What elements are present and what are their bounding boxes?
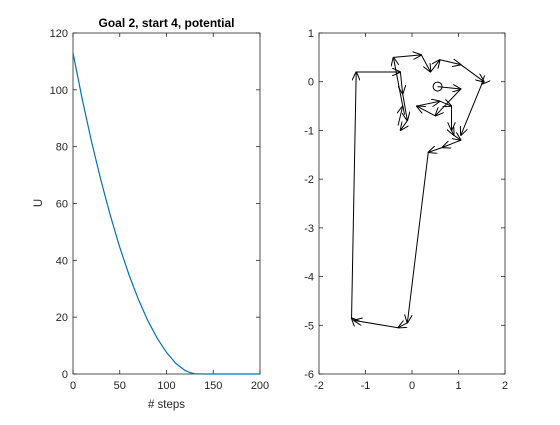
chart-right-xtick-label: 0 — [409, 380, 415, 392]
chart-right-trajectory-arrow — [437, 87, 461, 89]
chart-right-trajectory-arrow — [351, 72, 357, 318]
chart-right-trajectory-arrow — [428, 147, 443, 152]
chart-left-ytick-label: 40 — [56, 255, 68, 267]
chart-right-xtick-label: 2 — [502, 380, 508, 392]
chart-left-xtick-label: 100 — [157, 380, 175, 392]
chart-right-trajectory-arrow — [352, 318, 354, 320]
chart-right-ytick-label: -4 — [304, 272, 314, 284]
chart-right-trajectory-arrow — [393, 55, 421, 57]
chart-right-start-marker — [432, 81, 443, 92]
chart-left-ytick-label: 60 — [56, 199, 68, 211]
chart-right-trajectory-arrow — [460, 64, 484, 82]
chart-left-axes-box — [72, 32, 261, 375]
chart-right-trajectory-arrow — [454, 135, 461, 140]
chart-left-ytick-label: 20 — [56, 312, 68, 324]
chart-left-title: Goal 2, start 4, potential — [98, 16, 234, 30]
chart-right-trajectory-arrow — [400, 120, 407, 131]
chart-right-axes-box — [318, 32, 506, 375]
chart-right-trajectory-arrow — [439, 60, 461, 65]
chart-left-ytick-label: 100 — [50, 85, 68, 97]
chart-left-series-line — [72, 52, 260, 375]
chart-left-xtick-label: 50 — [114, 380, 126, 392]
chart-left-plot-area: 0 50 100 150 200 0 20 40 60 80 100 120 — [50, 28, 270, 392]
chart-right-trajectory-arrow — [407, 152, 429, 323]
chart-left-xtick-label: 150 — [204, 380, 222, 392]
chart-right-trajectory-arrow — [416, 101, 440, 106]
chart-right-ytick-label: -3 — [304, 223, 314, 235]
chart-left-xlabel: # steps — [148, 399, 185, 411]
chart-right-xtick-label: -1 — [361, 380, 371, 392]
chart-right-trajectory-arrow — [430, 60, 440, 73]
chart-left-ylabel: U — [33, 199, 45, 207]
chart-right-ytick-label: -2 — [304, 174, 314, 186]
chart-right-trajectory-arrow — [442, 139, 462, 147]
chart-right-trajectory-arrow — [354, 320, 399, 329]
chart-right-trajectory-arrow — [417, 106, 436, 117]
chart-right-trajectory-arrow — [420, 54, 430, 72]
chart-right-trajectory-arrow — [393, 57, 404, 107]
chart-right-trajectory-arrow — [461, 83, 483, 135]
chart-right-ytick-label: 1 — [308, 28, 314, 40]
chart-left-ytick-label: 120 — [50, 28, 68, 40]
chart-right-ytick-label: 0 — [308, 77, 314, 89]
chart-right-xtick-label: 1 — [455, 380, 461, 392]
chart-left: Goal 2, start 4, potential 0 50 100 150 2000… — [33, 16, 269, 411]
chart-right-trajectory-arrow — [398, 323, 408, 328]
chart-right-plot-area: -2 -1 0 1 2 -6 -5 -4 -3 -2 -1 0 1 — [304, 28, 508, 392]
chart-right-ytick-label: -6 — [304, 369, 314, 381]
chart-right: -2 -1 0 1 2 -6 -5 -4 -3 -2 -1 0 1 — [304, 28, 508, 392]
chart-right-ytick-label: -5 — [304, 320, 314, 332]
chart-left-ytick-label: 0 — [62, 369, 68, 381]
chart-left-xtick-label: 200 — [251, 380, 269, 392]
chart-right-trajectory-arrow — [398, 106, 403, 126]
chart-right-ytick-label: -1 — [304, 125, 314, 137]
chart-right-trajectory-arrow — [482, 82, 484, 84]
chart-left-ytick-label: 80 — [56, 142, 68, 154]
chart-right-trajectory-arrow — [439, 101, 452, 106]
chart-left-xtick-label: 0 — [70, 380, 76, 392]
chart-right-xtick-label: -2 — [314, 380, 324, 392]
chart-right-trajectory-arrow — [400, 71, 402, 94]
